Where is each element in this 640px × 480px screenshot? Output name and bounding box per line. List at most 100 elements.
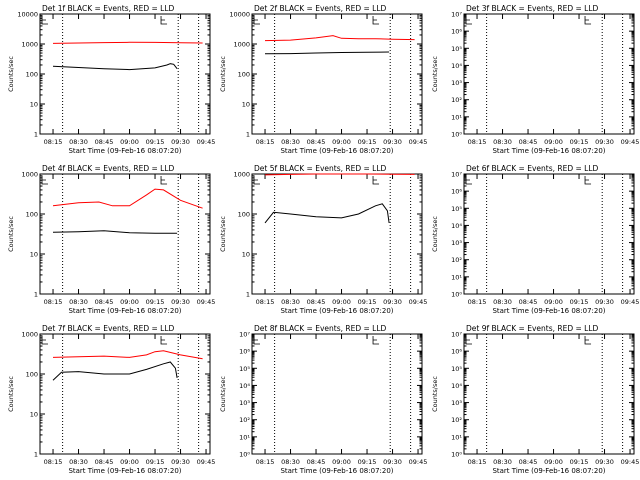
x-axis-label: Start Time (09-Feb-16 08:07:20): [68, 147, 181, 155]
y-tick-label: 10⁶: [451, 188, 462, 196]
x-tick-label: 08:30: [281, 458, 300, 466]
y-tick-label: 10: [30, 411, 38, 419]
x-tick-label: 08:30: [69, 298, 88, 306]
y-axis-label: Counts/sec: [219, 376, 227, 412]
y-axis-label: Counts/sec: [431, 376, 439, 412]
panel-title: Det 5f BLACK = Events, RED = LLD: [254, 164, 387, 173]
y-axis-label: Counts/sec: [7, 56, 15, 92]
y-tick-label: 10⁴: [239, 382, 250, 390]
plot-frame: [251, 173, 423, 295]
bracket-glyph: [465, 16, 472, 25]
panel-title: Det 6f BLACK = Events, RED = LLD: [466, 164, 599, 173]
y-tick-label: 10⁰: [451, 451, 462, 459]
x-tick-label: 09:15: [358, 298, 377, 306]
y-tick-label: 10⁴: [451, 222, 462, 230]
x-tick-label: 08:45: [519, 138, 538, 146]
bracket-glyph: [253, 336, 260, 345]
series-lld-line: [52, 41, 203, 44]
bracket-glyph: [465, 176, 472, 185]
y-tick-label: 10³: [451, 239, 462, 247]
y-tick-label: 1: [34, 131, 38, 139]
y-tick-label: 10⁶: [451, 348, 462, 356]
plot-frame: [463, 333, 635, 455]
series-events-line: [264, 51, 390, 55]
plot-frame: [39, 173, 211, 295]
x-tick-label: 08:45: [307, 138, 326, 146]
x-tick-label: 08:45: [307, 298, 326, 306]
y-axis-label: Counts/sec: [431, 216, 439, 252]
y-tick-label: 1000: [21, 41, 38, 49]
x-tick-label: 09:15: [570, 458, 589, 466]
x-tick-label: 08:30: [493, 138, 512, 146]
y-tick-label: 10⁷: [451, 171, 462, 179]
x-tick-label: 08:15: [44, 458, 63, 466]
y-axis-label: Counts/sec: [219, 56, 227, 92]
y-tick-label: 10⁷: [451, 11, 462, 19]
y-tick-label: 10¹: [451, 113, 462, 121]
y-tick-label: 100: [238, 71, 250, 79]
series-events-line: [52, 63, 178, 71]
y-tick-label: 10⁰: [451, 131, 462, 139]
panel-title: Det 2f BLACK = Events, RED = LLD: [254, 4, 387, 13]
y-tick-label: 10: [30, 251, 38, 259]
bracket-glyph: [584, 336, 592, 345]
x-tick-label: 08:45: [95, 458, 114, 466]
x-axis-label: Start Time (09-Feb-16 08:07:20): [280, 467, 393, 475]
y-axis-label: Counts/sec: [7, 376, 15, 412]
y-tick-label: 10⁵: [451, 45, 462, 53]
y-tick-label: 1: [246, 131, 250, 139]
x-tick-label: 08:15: [256, 458, 275, 466]
panel-title: Det 3f BLACK = Events, RED = LLD: [466, 4, 599, 13]
panel-det-5f: Det 5f BLACK = Events, RED = LLD 1 10 100 10…: [219, 164, 427, 315]
y-tick-label: 1: [34, 291, 38, 299]
x-axis-label: Start Time (09-Feb-16 08:07:20): [492, 467, 605, 475]
bracket-glyph: [41, 16, 48, 25]
bracket-glyph: [41, 176, 48, 185]
panel-det-4f: Det 4f BLACK = Events, RED = LLD 1 10 100 10…: [7, 164, 215, 315]
panel-det-3f: Det 3f BLACK = Events, RED = LLD 10⁰ 10¹ 10…: [431, 4, 639, 155]
x-tick-label: 09:15: [146, 458, 165, 466]
series-lld-line: [52, 350, 203, 360]
x-tick-label: 08:15: [256, 298, 275, 306]
series-events-line: [264, 203, 390, 224]
x-tick-label: 09:30: [595, 298, 614, 306]
y-axis-label: Counts/sec: [219, 216, 227, 252]
x-tick-label: 09:45: [197, 138, 216, 146]
y-tick-label: 10⁴: [451, 62, 462, 70]
x-tick-label: 09:00: [332, 458, 351, 466]
series-events-line: [52, 230, 178, 234]
x-tick-label: 09:00: [120, 138, 139, 146]
x-tick-label: 09:15: [358, 458, 377, 466]
y-tick-label: 10¹: [239, 433, 250, 441]
x-axis-label: Start Time (09-Feb-16 08:07:20): [492, 147, 605, 155]
x-axis-label: Start Time (09-Feb-16 08:07:20): [68, 467, 181, 475]
x-tick-label: 08:45: [519, 458, 538, 466]
x-tick-label: 08:15: [44, 138, 63, 146]
y-tick-label: 10³: [239, 399, 250, 407]
y-tick-label: 100: [238, 211, 250, 219]
series-lld-line: [264, 173, 415, 176]
y-tick-label: 10¹: [451, 273, 462, 281]
x-tick-label: 09:45: [409, 458, 428, 466]
x-tick-label: 08:30: [281, 138, 300, 146]
y-tick-label: 10¹: [451, 433, 462, 441]
x-tick-label: 08:45: [95, 298, 114, 306]
x-tick-label: 09:30: [595, 138, 614, 146]
x-tick-label: 08:30: [281, 298, 300, 306]
series-lld-line: [52, 188, 203, 209]
x-tick-label: 08:45: [95, 138, 114, 146]
x-axis-label: Start Time (09-Feb-16 08:07:20): [280, 147, 393, 155]
x-tick-label: 09:45: [409, 138, 428, 146]
y-tick-label: 10²: [451, 96, 462, 104]
x-tick-label: 09:30: [171, 458, 190, 466]
y-tick-label: 10⁶: [451, 28, 462, 36]
x-tick-label: 09:00: [332, 298, 351, 306]
bracket-glyph: [41, 336, 48, 345]
x-tick-label: 09:00: [120, 298, 139, 306]
panel-det-8f: Det 8f BLACK = Events, RED = LLD 10⁰ 10¹ 10…: [219, 324, 427, 475]
x-tick-label: 09:00: [544, 138, 563, 146]
panel-det-2f: Det 2f BLACK = Events, RED = LLD 1 10 100 10…: [219, 4, 427, 155]
plot-frame: [39, 13, 211, 135]
y-tick-label: 10⁵: [451, 365, 462, 373]
